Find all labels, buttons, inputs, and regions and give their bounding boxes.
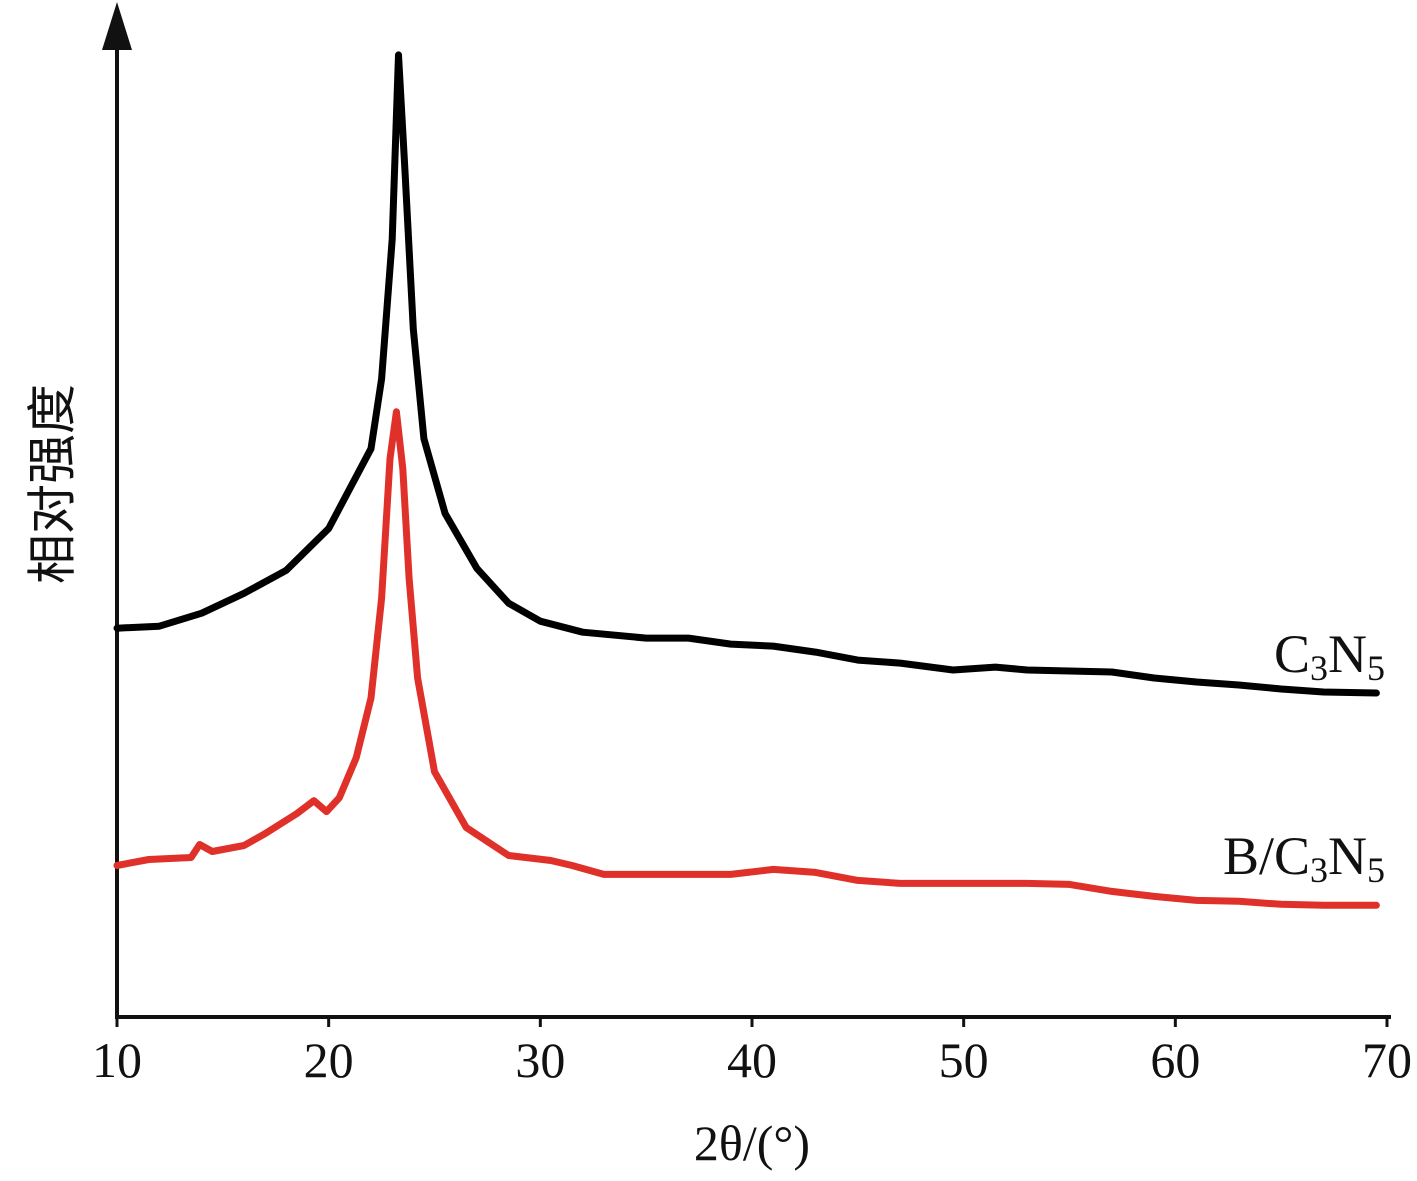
series-label-c3n5: C3N5 [1274,624,1385,688]
x-tick-label-40: 40 [727,1032,777,1088]
series-line-c3n5 [113,51,1380,697]
series-line-b-c3n5 [113,408,1380,909]
y-axis-label: 相对强度 [24,384,80,584]
x-tick-label-70: 70 [1362,1032,1412,1088]
series-label-c3n5-sub2: 5 [1367,648,1385,688]
x-tick-label-10: 10 [92,1032,142,1088]
series-group [113,51,1380,909]
series-label-c3n5-part2: N [1328,624,1367,684]
axes: 10 20 30 40 50 60 70 [92,2,1412,1088]
x-tick-label-50: 50 [939,1032,989,1088]
x-tick-label-60: 60 [1150,1032,1200,1088]
x-tick-label-20: 20 [304,1032,354,1088]
y-axis-arrow [102,2,132,50]
x-tick-label-30: 30 [515,1032,565,1088]
series-label-c3n5-part1: C [1274,624,1310,684]
series-label-b-c3n5-sub1: 3 [1310,850,1328,890]
series-label-c3n5-sub1: 3 [1310,648,1328,688]
x-ticks: 10 20 30 40 50 60 70 [92,1017,1412,1088]
series-label-b-c3n5-sub2: 5 [1367,850,1385,890]
series-label-b-c3n5-part1: B/C [1223,826,1310,886]
series-label-b-c3n5-part2: N [1328,826,1367,886]
series-label-b-c3n5: B/C3N5 [1223,826,1385,890]
x-axis-label: 2θ/(°) [694,1115,810,1171]
